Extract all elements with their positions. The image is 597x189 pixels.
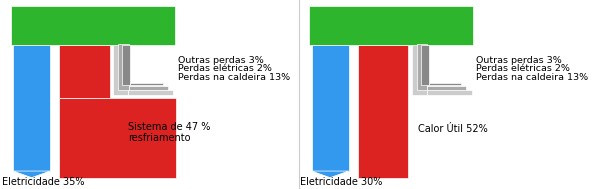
Text: Eletricidade 30%: Eletricidade 30% bbox=[300, 177, 383, 187]
Text: Combustível 100%: Combustível 100% bbox=[331, 19, 453, 32]
Text: Perdas na caldeira 13%: Perdas na caldeira 13% bbox=[476, 73, 589, 82]
Bar bbox=[122, 45, 130, 85]
Text: Sistema de 47 %
resfriamento: Sistema de 47 % resfriamento bbox=[128, 122, 211, 143]
Bar bbox=[427, 90, 472, 94]
Bar bbox=[412, 44, 427, 94]
Text: Calor Útil 52%: Calor Útil 52% bbox=[418, 124, 488, 133]
Bar bbox=[417, 44, 427, 90]
Bar bbox=[59, 45, 110, 98]
Bar bbox=[11, 6, 175, 45]
Text: Combustível 100%: Combustível 100% bbox=[32, 19, 154, 32]
Text: Eletricidade 35%: Eletricidade 35% bbox=[2, 177, 84, 187]
Text: Perdas elétricas 2%: Perdas elétricas 2% bbox=[178, 64, 272, 74]
Bar bbox=[128, 90, 173, 94]
Text: Outras perdas 3%: Outras perdas 3% bbox=[476, 56, 562, 65]
Bar bbox=[129, 86, 168, 90]
Bar bbox=[312, 45, 349, 171]
Bar bbox=[427, 86, 466, 90]
Bar bbox=[421, 45, 429, 85]
Bar bbox=[118, 44, 129, 90]
Text: Perdas na caldeira 13%: Perdas na caldeira 13% bbox=[178, 73, 290, 82]
Polygon shape bbox=[312, 171, 349, 178]
Bar bbox=[59, 98, 176, 178]
Bar bbox=[429, 83, 461, 85]
Bar bbox=[113, 44, 128, 94]
Text: Outras perdas 3%: Outras perdas 3% bbox=[178, 56, 264, 65]
Text: Perdas elétricas 2%: Perdas elétricas 2% bbox=[476, 64, 570, 74]
Bar bbox=[358, 45, 408, 178]
Bar bbox=[130, 83, 163, 85]
Bar bbox=[309, 6, 473, 45]
Bar bbox=[13, 45, 50, 171]
Polygon shape bbox=[13, 171, 50, 178]
